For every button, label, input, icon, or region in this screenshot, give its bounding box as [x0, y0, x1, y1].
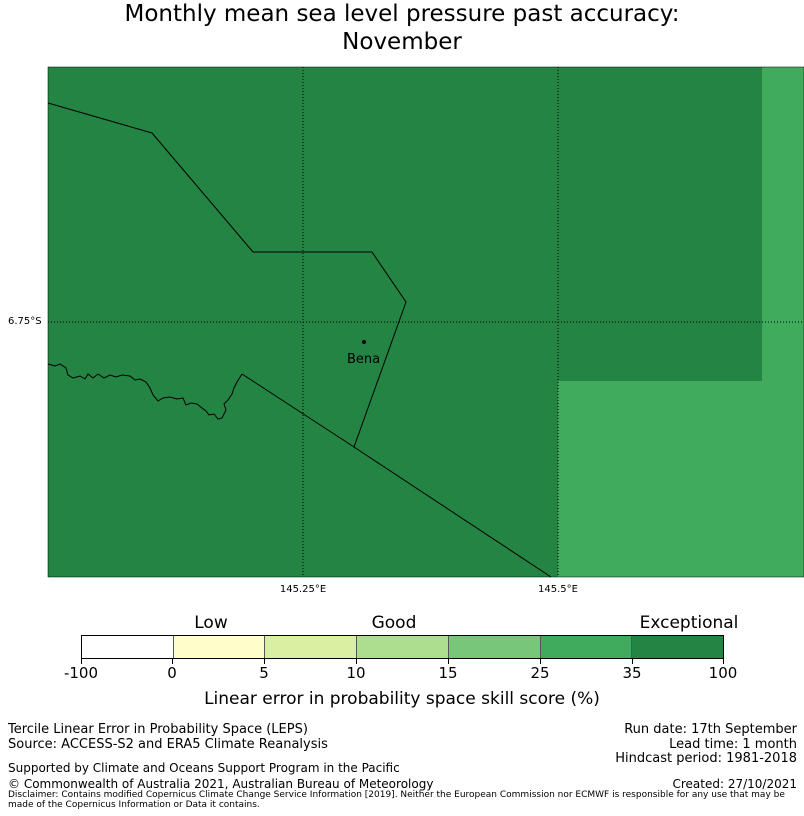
colorbar-tick-mark	[264, 659, 265, 664]
colorbar-segment	[265, 636, 358, 658]
bena-label: Bena	[347, 352, 381, 367]
footer-lead-time: Lead time: 1 month	[669, 737, 797, 752]
footer-method: Tercile Linear Error in Probability Spac…	[8, 722, 308, 737]
colorbar-segment	[448, 636, 541, 658]
colorbar-tick-label: 10	[346, 664, 366, 682]
river-coastline	[47, 363, 243, 420]
footer-run-date: Run date: 17th September	[624, 722, 797, 737]
colorbar-segment	[632, 636, 724, 658]
colorbar-tick-mark	[632, 659, 633, 664]
province-boundary	[47, 102, 407, 448]
footer-copyright: © Commonwealth of Australia 2021, Austra…	[8, 777, 434, 791]
colorbar-category-good: Good	[371, 613, 417, 633]
colorbar-segment	[540, 636, 633, 658]
colorbar-category-exceptional: Exceptional	[639, 613, 739, 633]
colorbar-title: Linear error in probability space skill …	[204, 689, 600, 709]
colorbar-tick-mark	[540, 659, 541, 664]
colorbar-tick-label: 100	[708, 664, 738, 682]
title-line-2: November	[342, 29, 462, 55]
title-line-1: Monthly mean sea level pressure past acc…	[124, 1, 680, 27]
colorbar-segment	[357, 636, 449, 658]
province-boundary-south	[241, 373, 552, 578]
colorbar-category-low: Low	[194, 613, 228, 633]
footer-hindcast-period: Hindcast period: 1981-2018	[615, 751, 797, 766]
colorbar-tick-mark	[356, 659, 357, 664]
footer-source: Source: ACCESS-S2 and ERA5 Climate Reana…	[8, 737, 328, 752]
colorbar-tick-label: 5	[259, 664, 269, 682]
colorbar-tick-label: 35	[622, 664, 642, 682]
map-frame	[47, 66, 804, 578]
latitude-label: 6.75°S	[8, 316, 42, 327]
colorbar	[81, 635, 724, 659]
footer-supported-by: Supported by Climate and Oceans Support …	[8, 761, 400, 775]
footer-created-date: Created: 27/10/2021	[672, 777, 797, 791]
bena-marker	[362, 340, 366, 344]
colorbar-tick-mark	[723, 659, 724, 664]
map-region-southeast	[558, 381, 804, 577]
colorbar-segment	[173, 636, 266, 658]
footer-disclaimer: Disclaimer: Contains modified Copernicus…	[8, 790, 785, 810]
colorbar-segment	[82, 636, 174, 658]
colorbar-tick-label: 15	[438, 664, 458, 682]
colorbar-tick-mark	[172, 659, 173, 664]
colorbar-tick-label: -100	[63, 664, 99, 682]
colorbar-tick-mark	[81, 659, 82, 664]
colorbar-tick-label: 0	[167, 664, 177, 682]
chart-title: Monthly mean sea level pressure past acc…	[0, 0, 804, 56]
colorbar-tick-label: 25	[530, 664, 550, 682]
colorbar-tick-mark	[448, 659, 449, 664]
longitude-label-145-25: 145.25°E	[279, 584, 327, 595]
longitude-label-145-5: 145.5°E	[538, 584, 578, 595]
map-region-east-strip	[762, 67, 804, 381]
